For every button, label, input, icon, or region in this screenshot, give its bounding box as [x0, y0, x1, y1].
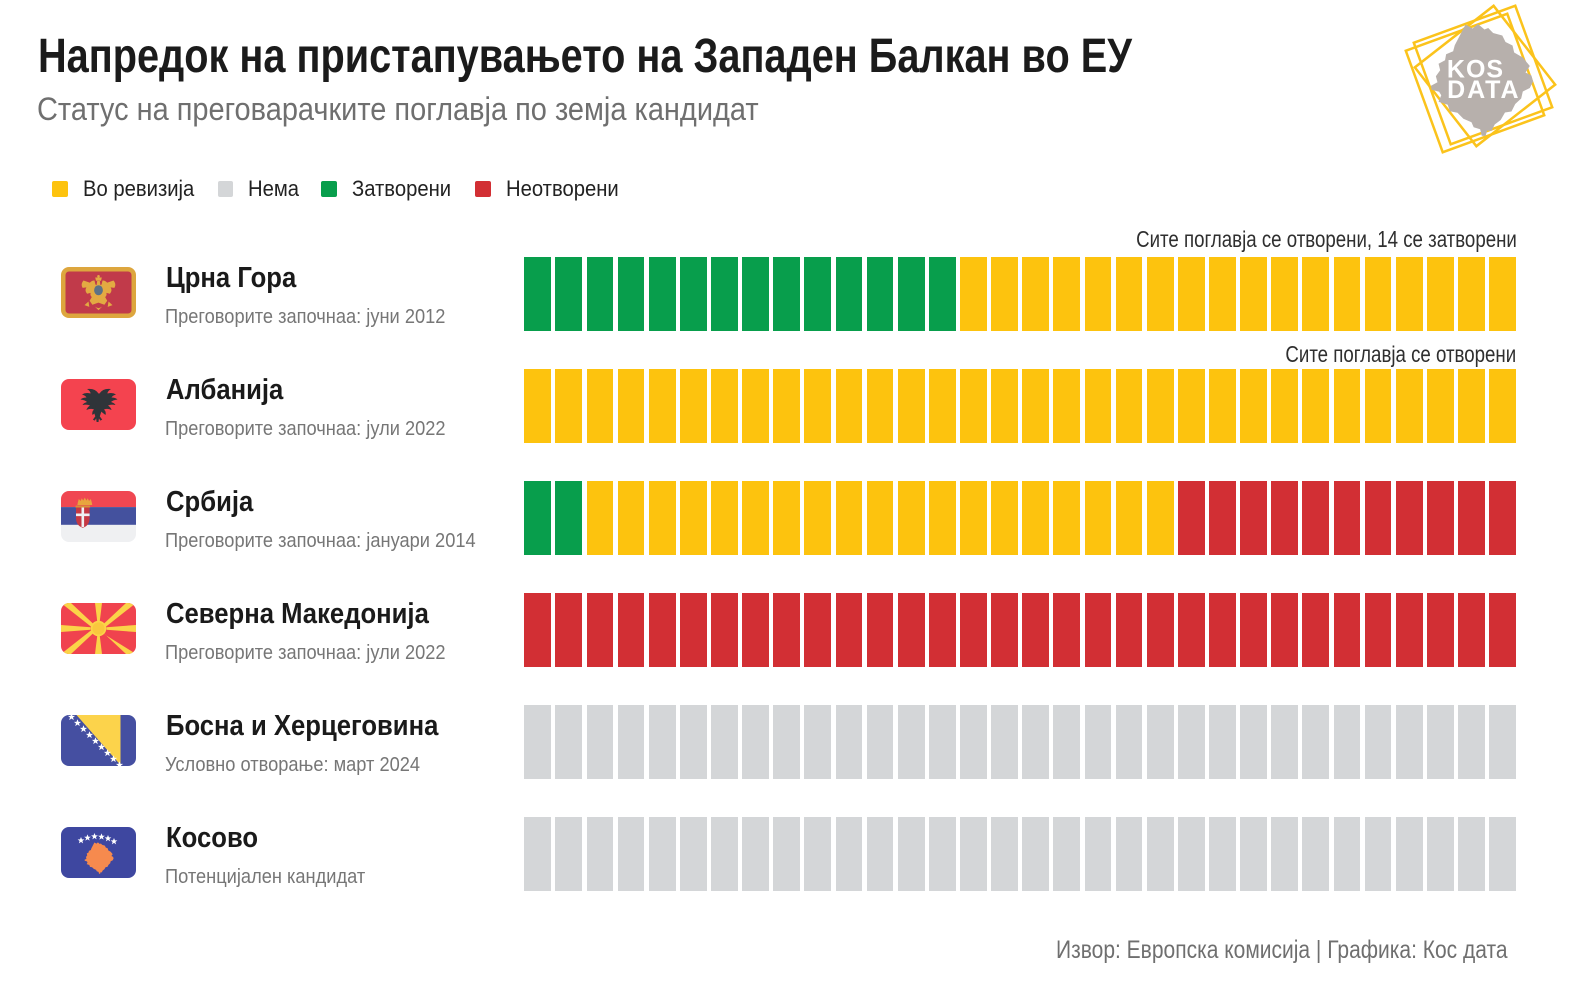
svg-text:DATA: DATA [1447, 76, 1520, 104]
svg-text:KOS: KOS [1447, 55, 1504, 83]
